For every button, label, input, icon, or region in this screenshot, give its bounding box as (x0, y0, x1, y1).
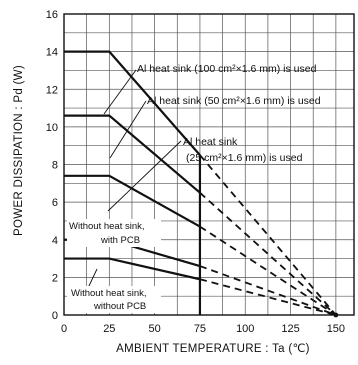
x-tick-label: 0 (61, 323, 67, 335)
annotation-100cm2: Al heat sink (100 cm²×1.6 mm) is used (137, 63, 317, 75)
series-lines (64, 50, 339, 318)
y-tick-label: 16 (46, 9, 58, 21)
series-extrapolation-line (199, 225, 337, 316)
series-line (64, 257, 201, 281)
annotation-with-pcb-background (67, 219, 161, 247)
annotation-50cm2: Al heat sink (50 cm²×1.6 mm) is used (147, 95, 321, 107)
y-tick-label: 10 (46, 122, 58, 134)
series-extrapolation-line (199, 265, 337, 316)
leader-line (103, 69, 137, 115)
leader-line (109, 100, 147, 159)
annotation-without-pcb-background (67, 286, 161, 313)
annotation-without-pcb-line2: without PCB (93, 301, 146, 312)
annotation-25cm2-line1: Al heat sink (183, 136, 238, 148)
x-tick-label: 50 (149, 323, 161, 335)
x-tick-label: 125 (281, 323, 299, 335)
annotation-25cm2-line2: (25 cm²×1.6 mm) is used (186, 152, 303, 164)
grid (64, 14, 354, 315)
series-line (64, 114, 201, 194)
plot-frame (63, 13, 355, 316)
annotation-without-pcb-line1: Without heat sink, (71, 288, 147, 299)
y-tick-label: 6 (52, 197, 58, 209)
series-extrapolation-line (199, 192, 337, 316)
y-tick-label: 14 (46, 47, 58, 59)
x-tick-label: 100 (236, 323, 254, 335)
series-line (64, 174, 201, 228)
y-tick-label: 12 (46, 84, 58, 96)
x-axis-title: AMBIENT TEMPERATURE : Ta (℃) (116, 343, 310, 355)
y-tick-label: 4 (52, 235, 58, 247)
y-tick-label: 0 (52, 310, 58, 322)
x-tick-label: 25 (103, 323, 115, 335)
y-tick-label: 2 (52, 272, 58, 284)
annotation-with-pcb-line2: with PCB (100, 235, 140, 246)
x-tick-label: 150 (327, 323, 345, 335)
series-extrapolation-line (199, 154, 337, 316)
y-tick-label: 8 (52, 160, 58, 172)
y-axis-title: POWER DISSIPATION : Pd (W) (13, 65, 25, 236)
series-line (64, 50, 201, 156)
tick-labels: 02468101214160255075100125150175 (46, 9, 345, 335)
leader-line (87, 268, 98, 289)
annotation-with-pcb-line1: Without heat sink, (69, 221, 145, 232)
leader-line (107, 140, 182, 212)
leader-lines (87, 69, 182, 289)
x-tick-label: 75 (194, 323, 206, 335)
